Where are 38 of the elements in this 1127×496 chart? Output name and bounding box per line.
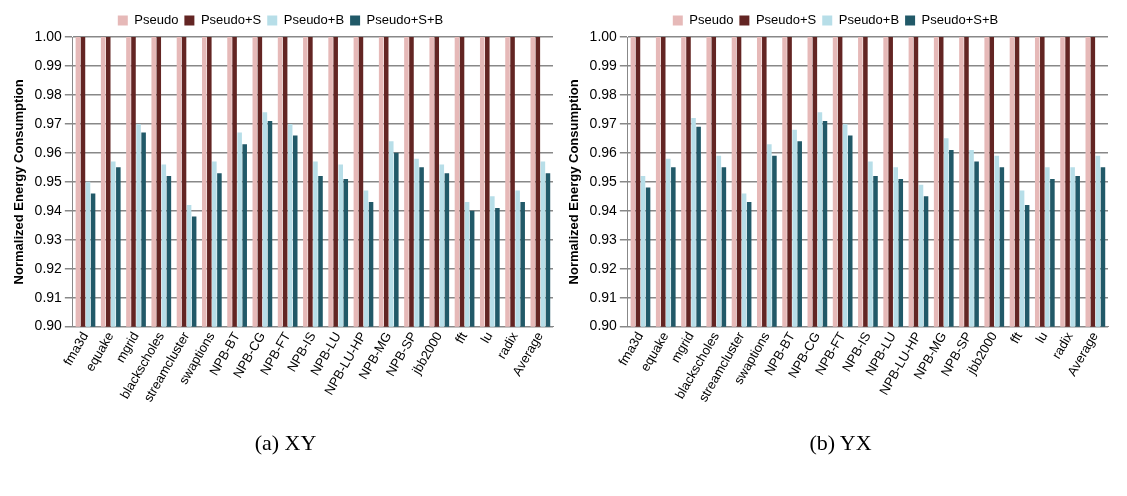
y-tick-label: 0.90: [34, 317, 63, 334]
text: (b) YX: [809, 430, 872, 456]
y-tick-label: 0.92: [34, 259, 63, 276]
legend-label: Pseudo+S: [755, 12, 817, 28]
y-tick-label: 0.91: [34, 288, 63, 305]
legend-label: Pseudo+S+B: [921, 12, 999, 28]
y-tick-label: 0.99: [589, 56, 618, 73]
x-tick-label: fft: [451, 328, 471, 346]
y-tick-label: 0.90: [589, 317, 618, 334]
y-tick-label: 0.95: [589, 172, 618, 189]
y-tick-label: 0.92: [589, 259, 618, 276]
y-axis-title: Normalized Energy Consumption: [566, 79, 582, 285]
text: (a) XY: [254, 430, 317, 456]
x-tick-label: fft: [1006, 328, 1026, 346]
y-tick-label: 0.98: [34, 85, 63, 102]
y-tick-label: 0.93: [34, 230, 63, 247]
legend-label: Pseudo+S: [200, 12, 262, 28]
x-tick-label: lu: [1032, 329, 1051, 346]
legend-label: Pseudo+S+B: [366, 12, 444, 28]
y-tick-label: 1.00: [589, 27, 618, 44]
y-tick-label: 0.95: [34, 172, 63, 189]
legend-label: Pseudo: [689, 12, 734, 28]
y-tick-label: 1.00: [34, 27, 63, 44]
y-tick-label: 0.94: [34, 201, 63, 218]
legend-label: Pseudo: [134, 12, 179, 28]
y-axis-title: Normalized Energy Consumption: [11, 79, 27, 285]
y-tick-label: 0.96: [589, 143, 618, 160]
x-tick-label: lu: [477, 329, 496, 346]
y-tick-label: 0.91: [589, 288, 618, 305]
legend-label: Pseudo+B: [283, 12, 345, 28]
legend-label: Pseudo+B: [838, 12, 900, 28]
y-tick-label: 0.93: [589, 230, 618, 247]
y-tick-label: 0.98: [589, 85, 618, 102]
y-tick-label: 0.99: [34, 56, 63, 73]
y-tick-label: 0.97: [34, 114, 63, 131]
y-tick-label: 0.94: [589, 201, 618, 218]
y-tick-label: 0.97: [589, 114, 618, 131]
y-tick-label: 0.96: [34, 143, 63, 160]
